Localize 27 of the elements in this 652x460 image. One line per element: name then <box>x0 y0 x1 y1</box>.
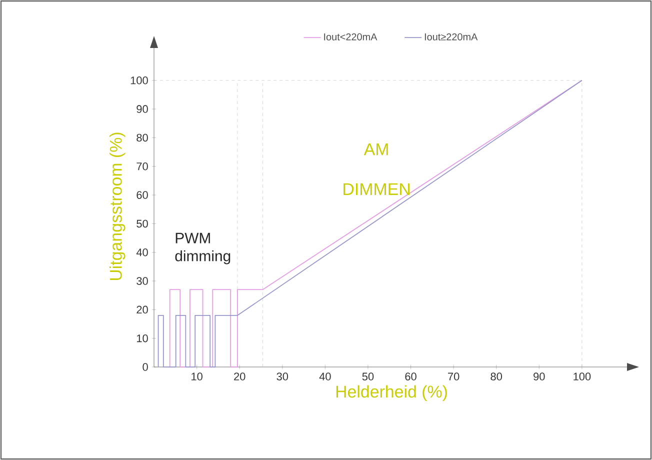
legend-label: Iout<220mA <box>324 33 378 40</box>
y-tick-label: 30 <box>136 277 148 285</box>
y-tick-label: 80 <box>136 134 148 142</box>
text: AM DIMMEN <box>344 143 410 195</box>
x-tick-label: 80 <box>490 372 502 380</box>
y-tick-label: 40 <box>136 248 148 256</box>
x-tick-label: 60 <box>405 372 416 380</box>
x-tick-label: 50 <box>362 372 374 380</box>
x-tick-label: 100 <box>574 372 591 380</box>
y-tick-label: 60 <box>136 191 148 199</box>
y-tick-label: 100 <box>130 76 148 84</box>
y-tick-label: 0 <box>142 363 148 371</box>
x-tick-label: 30 <box>276 372 288 380</box>
annotation: PWM dimming <box>175 232 230 264</box>
x-tick-label: 10 <box>192 372 202 380</box>
y-tick-label: 20 <box>136 306 148 314</box>
x-tick-label: 70 <box>448 372 460 380</box>
x-tick-label: 20 <box>234 372 246 380</box>
y-tick-label: 90 <box>136 105 148 113</box>
y-tick-label: 10 <box>137 334 148 342</box>
x-tick-label: 40 <box>319 372 331 380</box>
x-tick-label: 90 <box>534 372 545 380</box>
y-tick-label: 70 <box>136 162 148 170</box>
x-axis-title: Helderheid (%) <box>336 385 447 402</box>
y-axis-title: Uitgangsstroom (%) <box>109 132 126 280</box>
legend-label: Iout≥220mA <box>424 33 478 40</box>
y-tick-label: 50 <box>136 220 148 228</box>
